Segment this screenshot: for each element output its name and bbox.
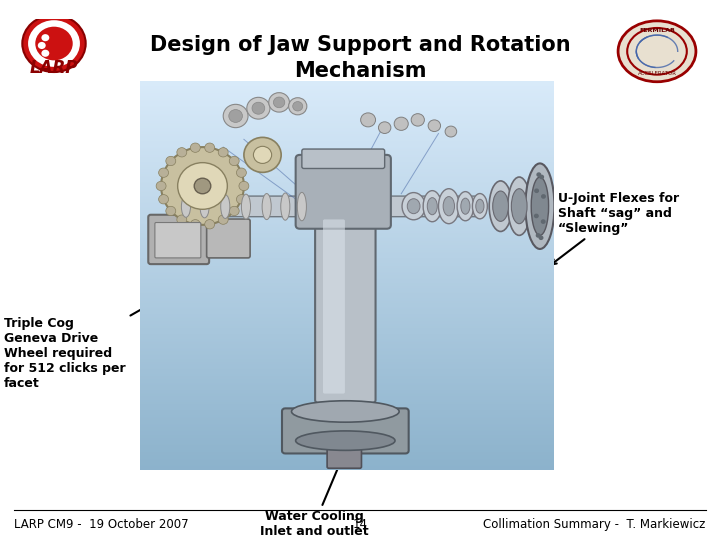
- Circle shape: [178, 163, 228, 210]
- Circle shape: [158, 168, 168, 177]
- Circle shape: [394, 117, 408, 130]
- Circle shape: [229, 110, 243, 123]
- Circle shape: [541, 219, 546, 224]
- Circle shape: [534, 188, 539, 193]
- Circle shape: [379, 122, 391, 133]
- Ellipse shape: [443, 197, 454, 216]
- Ellipse shape: [241, 194, 251, 219]
- Circle shape: [41, 50, 49, 57]
- Ellipse shape: [508, 177, 531, 235]
- Circle shape: [236, 168, 246, 177]
- Ellipse shape: [408, 199, 420, 214]
- Ellipse shape: [297, 192, 307, 221]
- Circle shape: [239, 181, 249, 191]
- Circle shape: [247, 97, 270, 119]
- Ellipse shape: [296, 431, 395, 450]
- FancyBboxPatch shape: [148, 215, 209, 264]
- Circle shape: [177, 147, 186, 157]
- Ellipse shape: [423, 191, 441, 222]
- Circle shape: [536, 233, 541, 238]
- Circle shape: [35, 26, 73, 60]
- Ellipse shape: [262, 193, 271, 220]
- Circle shape: [236, 194, 246, 204]
- Ellipse shape: [457, 192, 474, 221]
- Ellipse shape: [489, 181, 512, 232]
- Ellipse shape: [221, 195, 230, 219]
- Ellipse shape: [461, 198, 470, 214]
- Text: Water Cooling
Inlet and outlet: Water Cooling Inlet and outlet: [260, 450, 369, 538]
- Circle shape: [539, 174, 544, 179]
- Text: Triple Cog
Geneva Drive
Wheel required
for 512 clicks per
facet: Triple Cog Geneva Drive Wheel required f…: [4, 286, 183, 390]
- FancyBboxPatch shape: [315, 210, 376, 403]
- Circle shape: [218, 147, 228, 157]
- Ellipse shape: [472, 193, 487, 219]
- Ellipse shape: [200, 195, 209, 218]
- Text: U-Joint Flexes for
Shaft “sag” and
“Slewing”: U-Joint Flexes for Shaft “sag” and “Slew…: [552, 192, 679, 265]
- Circle shape: [166, 156, 176, 166]
- Ellipse shape: [476, 199, 484, 213]
- Circle shape: [229, 206, 239, 215]
- Circle shape: [166, 206, 176, 215]
- Ellipse shape: [526, 164, 554, 249]
- FancyBboxPatch shape: [207, 219, 250, 258]
- Circle shape: [28, 20, 80, 67]
- Circle shape: [539, 235, 544, 240]
- Circle shape: [274, 97, 285, 108]
- Circle shape: [229, 156, 239, 166]
- Text: 14: 14: [353, 518, 367, 531]
- Circle shape: [190, 220, 200, 229]
- Ellipse shape: [427, 198, 437, 215]
- Circle shape: [22, 15, 86, 72]
- Circle shape: [269, 93, 289, 112]
- FancyBboxPatch shape: [155, 222, 201, 258]
- Circle shape: [445, 126, 456, 137]
- FancyBboxPatch shape: [385, 196, 484, 217]
- Circle shape: [218, 215, 228, 224]
- Ellipse shape: [492, 191, 508, 221]
- Circle shape: [223, 104, 248, 127]
- FancyBboxPatch shape: [327, 446, 361, 468]
- Text: Design of Jaw Support and Rotation
Mechanism: Design of Jaw Support and Rotation Mecha…: [150, 35, 570, 80]
- FancyBboxPatch shape: [172, 196, 302, 217]
- Ellipse shape: [511, 188, 527, 224]
- Circle shape: [618, 21, 696, 82]
- Circle shape: [194, 178, 211, 194]
- Ellipse shape: [402, 193, 426, 220]
- Circle shape: [534, 214, 539, 218]
- Circle shape: [289, 98, 307, 115]
- Text: LARP CM9 -  19 October 2007: LARP CM9 - 19 October 2007: [14, 518, 189, 531]
- Circle shape: [293, 102, 302, 111]
- Ellipse shape: [438, 188, 459, 224]
- Circle shape: [428, 120, 441, 132]
- Circle shape: [411, 113, 424, 126]
- Ellipse shape: [181, 196, 191, 217]
- Text: FERMILAB: FERMILAB: [639, 28, 675, 33]
- Text: LARP: LARP: [30, 59, 78, 77]
- FancyBboxPatch shape: [323, 219, 345, 394]
- Circle shape: [253, 146, 271, 164]
- Bar: [140, 81, 554, 470]
- Circle shape: [37, 42, 46, 49]
- FancyBboxPatch shape: [296, 155, 391, 229]
- Ellipse shape: [531, 177, 549, 235]
- Circle shape: [204, 220, 215, 229]
- Circle shape: [177, 215, 186, 224]
- Ellipse shape: [281, 193, 290, 220]
- Text: Collimation Summary -  T. Markiewicz: Collimation Summary - T. Markiewicz: [483, 518, 706, 531]
- Text: ACCELERATOR: ACCELERATOR: [637, 71, 677, 76]
- FancyBboxPatch shape: [282, 408, 409, 454]
- Circle shape: [536, 172, 541, 177]
- Circle shape: [158, 194, 168, 204]
- Circle shape: [204, 143, 215, 152]
- Circle shape: [361, 113, 376, 127]
- FancyBboxPatch shape: [302, 149, 384, 168]
- Circle shape: [541, 194, 546, 199]
- Circle shape: [41, 34, 49, 41]
- Circle shape: [161, 147, 244, 225]
- Circle shape: [190, 143, 200, 152]
- Circle shape: [244, 137, 282, 172]
- Ellipse shape: [292, 401, 399, 422]
- Circle shape: [252, 102, 265, 114]
- Circle shape: [156, 181, 166, 191]
